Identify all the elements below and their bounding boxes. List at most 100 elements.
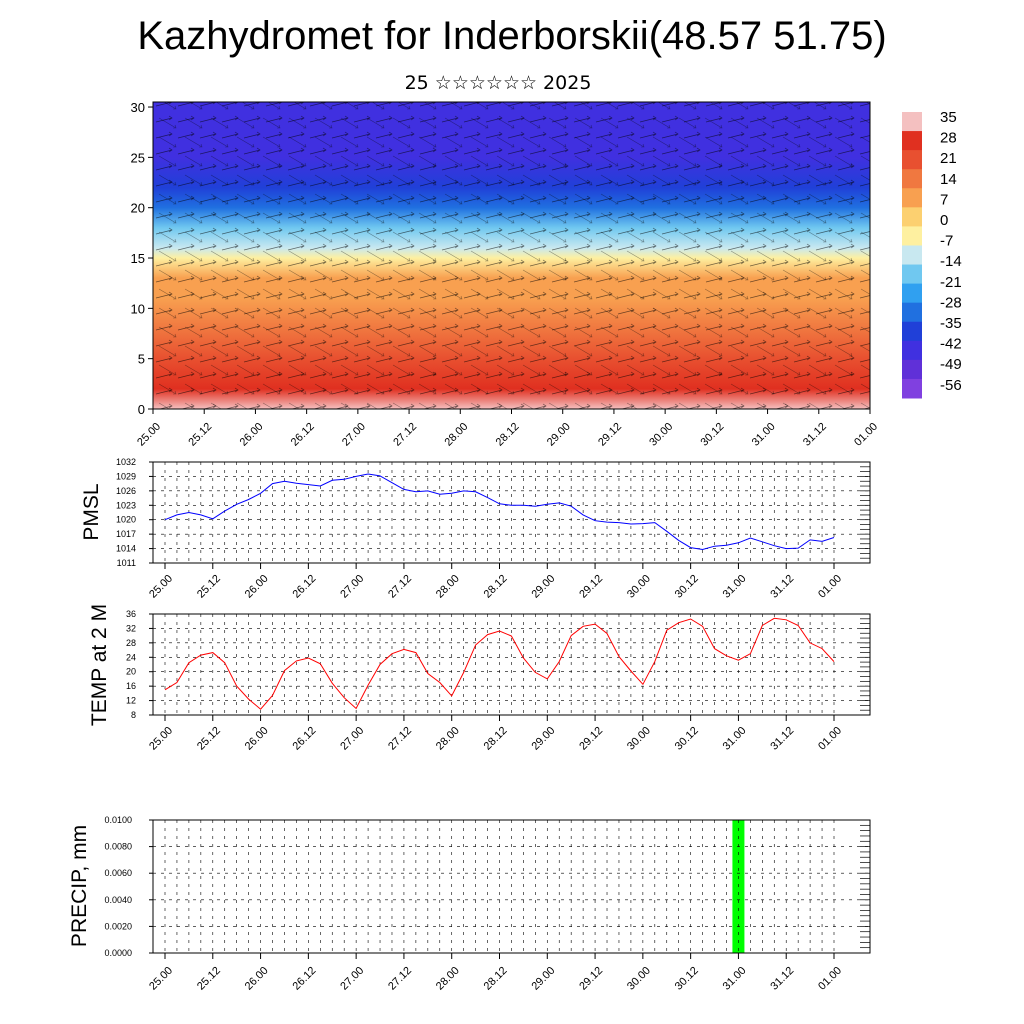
ytick-label: 1020 [116, 515, 136, 525]
colorbar-swatch [902, 340, 922, 361]
cross-section-xtick-label: 28.00 [442, 421, 470, 449]
xtick-label: 27.12 [386, 725, 414, 753]
pmsl-axis-label: PMSL [80, 483, 103, 540]
chart-title: Kazhydromet for Inderborskii(48.57 51.75… [137, 14, 887, 58]
cross-section-xtick-label: 25.12 [186, 421, 214, 449]
colorbar-swatch [902, 378, 922, 399]
cross-section-xtick-label: 26.12 [289, 421, 317, 449]
xtick-label: 27.00 [338, 725, 366, 753]
precip-panel: 0.0000 0.0020 0.0040 0.0060 0.0080 0.0100 25.… [68, 815, 871, 993]
ytick-label: 1023 [116, 500, 136, 510]
xtick-label: 27.12 [386, 573, 414, 601]
ytick-label: 1017 [116, 529, 136, 539]
ytick-label: 0.0020 [104, 921, 132, 931]
xtick-label: 29.00 [529, 573, 557, 601]
xtick-label: 26.00 [243, 965, 271, 993]
xtick-label: 30.12 [673, 965, 701, 993]
xtick-label: 26.00 [243, 573, 271, 601]
colorbar-label: 14 [940, 171, 957, 188]
ytick-label: 28 [126, 638, 136, 648]
xtick-label: 28.12 [482, 725, 510, 753]
colorbar-label: -21 [940, 274, 962, 291]
colorbar-label: -42 [940, 336, 962, 353]
colorbar-swatch [902, 112, 922, 132]
cross-section-xtick-label: 25.00 [135, 421, 163, 449]
ytick-label: 0.0100 [104, 815, 132, 825]
colorbar-swatch [902, 150, 922, 170]
xtick-label: 26.00 [243, 725, 271, 753]
cross-section-xtick-label: 28.12 [494, 421, 522, 449]
colorbar-label: -49 [940, 356, 962, 373]
ytick-label: 1029 [116, 471, 136, 481]
cross-section-xtick-label: 31.00 [750, 421, 778, 449]
xtick-label: 28.12 [482, 965, 510, 993]
colorbar-label: -7 [940, 233, 953, 250]
colorbar-swatch [902, 283, 922, 304]
ytick-label: 0.0060 [104, 868, 132, 878]
xtick-label: 28.00 [434, 573, 462, 601]
cross-section-xtick-label: 29.00 [545, 421, 573, 449]
colorbar-swatch [902, 321, 922, 342]
cross-section-xtick-label: 30.00 [647, 421, 675, 449]
ytick-label: 16 [126, 681, 136, 691]
precip-axis-label: PRECIP, mm [68, 825, 91, 947]
cross-section-ytick-label: 10 [131, 301, 145, 316]
xtick-label: 30.00 [625, 965, 653, 993]
xtick-label: 26.12 [291, 573, 319, 601]
xtick-label: 28.00 [434, 725, 462, 753]
xtick-label: 29.00 [529, 965, 557, 993]
ytick-label: 0.0080 [104, 842, 132, 852]
colorbar-label: -28 [940, 294, 962, 311]
ytick-label: 20 [126, 667, 136, 677]
colorbar-label: -35 [940, 315, 962, 332]
colorbar-label: 7 [940, 191, 948, 208]
ytick-label: 0.0000 [104, 948, 132, 958]
wind-vector-overlay-secondary [153, 102, 870, 409]
cross-section-xtick-label: 29.12 [596, 421, 624, 449]
xtick-label: 01.00 [816, 573, 844, 601]
xtick-label: 25.12 [195, 725, 223, 753]
colorbar-swatch [902, 264, 922, 285]
colorbar-swatch [902, 359, 922, 380]
xtick-label: 29.00 [529, 725, 557, 753]
xtick-label: 25.00 [147, 725, 175, 753]
ytick-label: 0.0040 [104, 895, 132, 905]
colorbar-label: 0 [940, 212, 948, 229]
xtick-label: 25.00 [147, 965, 175, 993]
cross-section-ytick-label: 25 [131, 150, 145, 165]
colorbar-label: 28 [940, 130, 957, 147]
xtick-label: 29.12 [577, 965, 605, 993]
xtick-label: 26.12 [291, 965, 319, 993]
colorbar-swatch [902, 188, 922, 208]
xtick-label: 29.12 [577, 725, 605, 753]
colorbar-label: -56 [940, 377, 962, 394]
xtick-label: 31.12 [768, 573, 796, 601]
cross-section-xtick-label: 01.00 [852, 421, 880, 449]
ytick-label: 24 [126, 652, 136, 662]
xtick-label: 30.00 [625, 573, 653, 601]
ytick-label: 36 [126, 609, 136, 619]
ytick-label: 32 [126, 623, 136, 633]
xtick-label: 27.00 [338, 965, 366, 993]
ytick-label: 1014 [116, 544, 136, 554]
xtick-label: 25.12 [195, 965, 223, 993]
xtick-label: 01.00 [816, 725, 844, 753]
ytick-label: 1032 [116, 457, 136, 467]
colorbar-label: -14 [940, 253, 962, 270]
xtick-label: 27.00 [338, 573, 366, 601]
ytick-label: 12 [126, 696, 136, 706]
xtick-label: 30.12 [673, 725, 701, 753]
xtick-label: 31.12 [768, 725, 796, 753]
cross-section-ytick-label: 30 [131, 100, 145, 115]
colorbar-swatch [902, 245, 922, 266]
colorbar-label: 35 [940, 109, 957, 126]
temp-series-line [164, 617, 835, 710]
xtick-label: 26.12 [291, 725, 319, 753]
colorbar-swatch [902, 207, 922, 227]
colorbar: 35 28 21 14 7 0 -7 -14 -21 -28 -35 -42 -49 -56 [902, 109, 962, 399]
xtick-label: 28.12 [482, 573, 510, 601]
pmsl-panel: 1011 1014 1017 1020 1023 1026 1029 1032 25.00 25… [80, 457, 871, 601]
xtick-label: 30.12 [673, 573, 701, 601]
xtick-label: 25.00 [147, 573, 175, 601]
